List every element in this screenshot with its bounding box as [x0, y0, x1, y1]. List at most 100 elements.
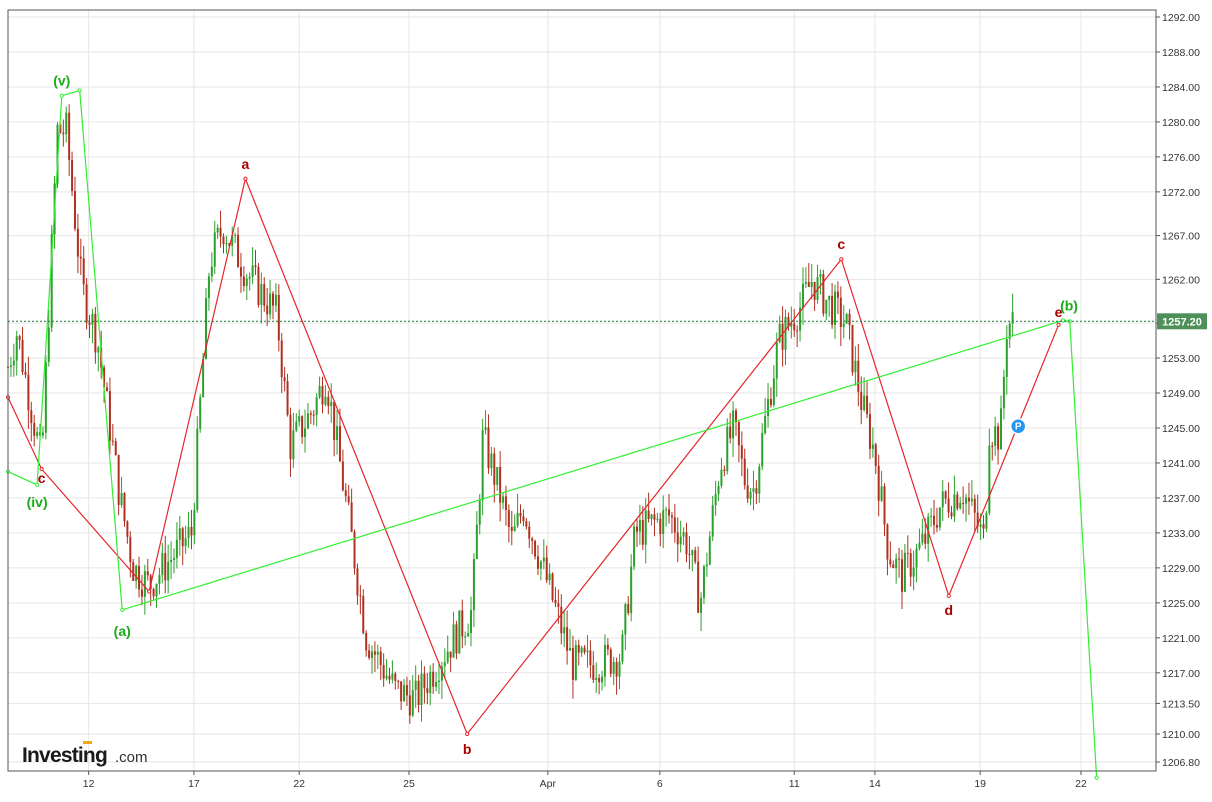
- y-tick-label: 1213.50: [1162, 698, 1200, 710]
- candle-body: [382, 665, 385, 679]
- y-tick-label: 1241.00: [1162, 458, 1200, 470]
- candle-body: [446, 651, 449, 663]
- candle-body: [432, 671, 435, 687]
- candle-body: [143, 571, 146, 597]
- green-wave-line-vertex: [120, 607, 125, 612]
- candle-body: [749, 491, 752, 499]
- candle-body: [91, 313, 94, 325]
- x-tick-label: 19: [974, 778, 986, 790]
- candle-body: [123, 493, 126, 522]
- x-tick-label: 12: [83, 778, 95, 790]
- logo-main: Investing: [22, 744, 107, 767]
- candle-body: [405, 685, 408, 696]
- wave-label-(a): (a): [114, 623, 131, 639]
- candle-body: [205, 297, 208, 360]
- candle-body: [62, 132, 65, 135]
- candle-body: [286, 381, 289, 415]
- y-tick-label: 1276.00: [1162, 152, 1200, 164]
- candle-body: [213, 232, 216, 267]
- candle-body: [956, 494, 959, 509]
- candle-body: [496, 466, 499, 485]
- candle-body: [129, 536, 132, 563]
- y-tick-label: 1292.00: [1162, 12, 1200, 24]
- candle-body: [365, 633, 368, 651]
- candle-body: [609, 649, 612, 674]
- candle-body: [385, 675, 388, 679]
- candle-body: [860, 391, 863, 411]
- candle-body: [621, 634, 624, 662]
- candle-body: [248, 276, 251, 279]
- candle-body: [388, 675, 391, 680]
- candle-body: [726, 426, 729, 472]
- candle-body: [304, 428, 307, 438]
- candle-body: [280, 340, 283, 378]
- candle-body: [18, 336, 21, 340]
- candle-body: [834, 291, 837, 325]
- candle-body: [697, 561, 700, 613]
- candle-body: [315, 397, 318, 416]
- candle-body: [659, 518, 662, 535]
- pivot-marker[interactable]: P: [1009, 417, 1027, 435]
- candle-body: [545, 557, 548, 581]
- candle-body: [263, 283, 266, 306]
- candle-body: [755, 488, 758, 494]
- candle-body: [493, 453, 496, 485]
- candle-body: [12, 360, 15, 366]
- pivot-circle[interactable]: [1009, 417, 1027, 435]
- candle-body: [807, 281, 810, 287]
- candle-body: [111, 440, 114, 442]
- y-tick-label: 1233.00: [1162, 528, 1200, 540]
- candle-body: [729, 426, 732, 439]
- wave-label-c: c: [837, 236, 845, 252]
- candle-body: [732, 410, 735, 439]
- candle-body: [79, 256, 82, 259]
- candle-body: [274, 294, 277, 306]
- candle-body: [499, 466, 502, 503]
- candle-body: [612, 661, 615, 674]
- candle-body: [965, 497, 968, 504]
- candle-body: [231, 235, 234, 246]
- candle-body: [554, 599, 557, 604]
- candle-body: [650, 514, 653, 519]
- candle-body: [525, 521, 528, 527]
- candle-body: [207, 276, 210, 298]
- candle-body: [691, 550, 694, 556]
- candle-body: [458, 610, 461, 654]
- candle-body: [531, 538, 534, 541]
- candle-body: [522, 516, 525, 522]
- candle-body: [1002, 376, 1005, 409]
- candle-body: [175, 539, 178, 559]
- candle-body: [781, 323, 784, 350]
- candle-body: [65, 112, 68, 135]
- x-tick-label: 14: [869, 778, 881, 790]
- candle-body: [924, 533, 927, 544]
- candle-body: [627, 604, 630, 614]
- candle-body: [592, 665, 595, 680]
- candle-body: [560, 606, 563, 634]
- candle-body: [478, 500, 481, 525]
- candle-body: [589, 650, 592, 666]
- candle-body: [959, 502, 962, 509]
- candle-body: [379, 651, 382, 666]
- candle-body: [900, 559, 903, 592]
- candle-body: [601, 676, 604, 683]
- current-price-label: 1257.20: [1162, 316, 1202, 328]
- candle-body: [583, 647, 586, 653]
- y-tick-label: 1217.00: [1162, 668, 1200, 680]
- candle-body: [702, 566, 705, 598]
- candle-body: [120, 493, 123, 505]
- candle-body: [574, 645, 577, 680]
- candle-body: [155, 583, 158, 597]
- candle-body: [577, 645, 580, 653]
- candle-body: [682, 532, 685, 537]
- candle-body: [898, 558, 901, 560]
- candle-body: [373, 651, 376, 655]
- y-tick-label: 1288.00: [1162, 47, 1200, 59]
- candle-body: [455, 624, 458, 654]
- candle-body: [484, 427, 487, 431]
- candle-body: [292, 430, 295, 460]
- candle-body: [903, 552, 906, 592]
- candle-body: [603, 644, 606, 677]
- candle-body: [793, 323, 796, 331]
